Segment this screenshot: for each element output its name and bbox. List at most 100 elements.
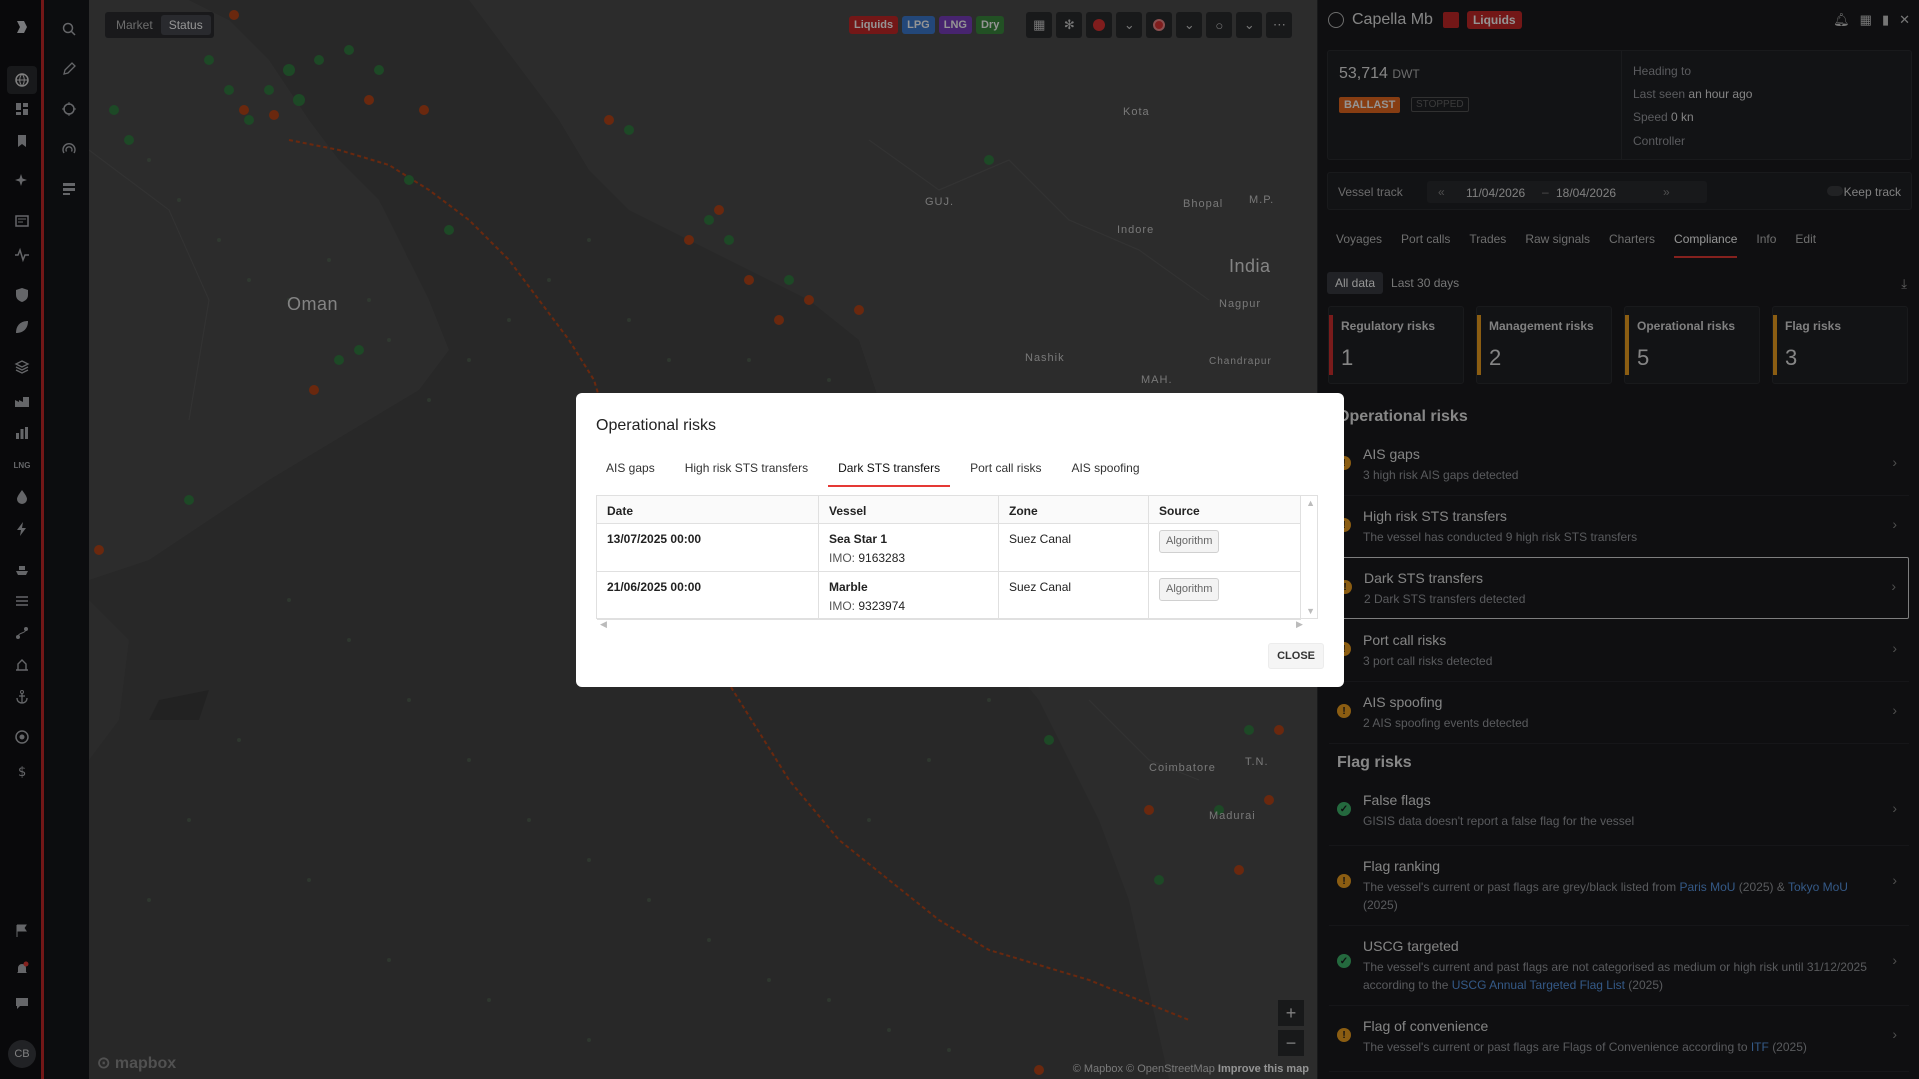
- risk-card-regulatory[interactable]: Regulatory risks 1: [1328, 306, 1464, 384]
- date-range-field[interactable]: [1427, 181, 1707, 203]
- circle-icon[interactable]: ○: [1206, 12, 1233, 38]
- improve-map-link[interactable]: Improve this map: [1217, 1063, 1309, 1075]
- col-header-zone[interactable]: Zone: [999, 496, 1149, 524]
- col-header-vessel[interactable]: Vessel: [819, 496, 999, 524]
- keep-track-toggle[interactable]: [1827, 186, 1843, 196]
- next-week-icon[interactable]: »: [1663, 185, 1670, 199]
- modal-tab-port-call-risks[interactable]: Port call risks: [970, 461, 1042, 475]
- zoom-out-button[interactable]: −: [1278, 1030, 1304, 1056]
- col-header-date[interactable]: Date: [597, 496, 819, 524]
- globe-icon[interactable]: [7, 66, 37, 94]
- download-icon[interactable]: ⤓: [1901, 276, 1907, 291]
- risk-row-dark-sts[interactable]: ! Dark STS transfers 2 Dark STS transfers …: [1329, 557, 1909, 619]
- bell-icon[interactable]: 🔔︎: [1833, 12, 1850, 27]
- modal-tab-dark-sts[interactable]: Dark STS transfers: [828, 461, 951, 487]
- chevron-down-icon[interactable]: ⌄: [1116, 12, 1143, 38]
- uscg-list-link[interactable]: USCG Annual Targeted Flag List: [1451, 978, 1625, 992]
- list-icon[interactable]: [11, 592, 33, 610]
- risk-filter-icon[interactable]: [1086, 12, 1113, 38]
- route-icon[interactable]: [11, 624, 33, 642]
- alert-filter-icon[interactable]: [1146, 12, 1173, 38]
- modal-tab-high-risk-sts[interactable]: High risk STS transfers: [684, 461, 809, 475]
- chat-icon[interactable]: [11, 994, 33, 1012]
- close-icon[interactable]: ✕: [1899, 12, 1910, 27]
- range-all-data[interactable]: All data: [1327, 272, 1384, 294]
- table-cell-vessel[interactable]: Marble IMO: 9323974: [819, 572, 999, 620]
- range-last-30-days[interactable]: Last 30 days: [1391, 276, 1460, 290]
- scroll-up-icon[interactable]: ▲: [1306, 498, 1315, 508]
- chevron-down-icon[interactable]: ⌄: [1236, 12, 1263, 38]
- bar-chart-icon[interactable]: [11, 424, 33, 442]
- bookmark-icon[interactable]: [11, 132, 33, 150]
- stack-icon[interactable]: [58, 180, 80, 198]
- scroll-down-icon[interactable]: ▼: [1306, 606, 1315, 616]
- tab-compliance[interactable]: Compliance: [1674, 232, 1738, 258]
- ship-icon[interactable]: [11, 560, 33, 578]
- layers-icon[interactable]: [11, 358, 33, 376]
- risk-row-ais-spoofing[interactable]: ! AIS spoofing 2 AIS spoofing events detec…: [1329, 682, 1909, 744]
- tab-voyages[interactable]: Voyages: [1336, 232, 1383, 246]
- risk-card-operational[interactable]: Operational risks 5: [1624, 306, 1760, 384]
- market-toggle[interactable]: Market: [116, 18, 153, 32]
- edit-icon[interactable]: [58, 60, 80, 78]
- flag-row-false-flags[interactable]: ✓ False flags GISIS data doesn't report a …: [1329, 780, 1909, 846]
- grid-icon[interactable]: ▦: [1859, 12, 1872, 27]
- search-icon[interactable]: [58, 20, 80, 38]
- dashboard-icon[interactable]: [11, 100, 33, 118]
- app-logo-icon[interactable]: [11, 18, 33, 36]
- scroll-right-icon[interactable]: ▶: [1296, 619, 1303, 629]
- port-icon[interactable]: [11, 656, 33, 674]
- tab-info[interactable]: Info: [1756, 232, 1777, 246]
- sparkle-icon[interactable]: [11, 172, 33, 190]
- tab-edit[interactable]: Edit: [1795, 232, 1817, 246]
- more-icon[interactable]: ⋯: [1266, 12, 1293, 38]
- flag-icon[interactable]: [11, 922, 33, 940]
- zoom-in-button[interactable]: +: [1278, 1000, 1304, 1026]
- crosshair-icon[interactable]: [58, 100, 80, 118]
- modal-tab-ais-spoofing[interactable]: AIS spoofing: [1071, 461, 1140, 475]
- tab-raw-signals[interactable]: Raw signals: [1525, 232, 1591, 246]
- target-icon[interactable]: [11, 728, 33, 746]
- anchor-icon[interactable]: [11, 688, 33, 706]
- risk-row-ais-gaps[interactable]: ! AIS gaps 3 high risk AIS gaps detected ›: [1329, 434, 1909, 496]
- paris-mou-link[interactable]: Paris MoU: [1679, 880, 1736, 894]
- tab-charters[interactable]: Charters: [1609, 232, 1656, 246]
- notification-bell-icon[interactable]: [11, 960, 33, 978]
- vessel-name[interactable]: Marble: [829, 580, 868, 594]
- lightning-icon[interactable]: [11, 520, 33, 538]
- chip-lpg[interactable]: LPG: [902, 16, 935, 34]
- chip-lng[interactable]: LNG: [938, 16, 972, 34]
- snowflake-icon[interactable]: ✻: [1056, 12, 1083, 38]
- flag-row-flag-ranking[interactable]: ! Flag ranking The vessel's current or pas…: [1329, 846, 1909, 926]
- dollar-icon[interactable]: $: [11, 762, 33, 780]
- track-from-date[interactable]: 11/04/2026: [1466, 186, 1526, 200]
- risk-row-port-call[interactable]: ! Port call risks 3 port call risks detect…: [1329, 620, 1909, 682]
- risk-card-management[interactable]: Management risks 2: [1476, 306, 1612, 384]
- activity-icon[interactable]: [11, 246, 33, 264]
- radar-icon[interactable]: [58, 140, 80, 158]
- news-icon[interactable]: [11, 212, 33, 230]
- prev-week-icon[interactable]: «: [1438, 185, 1445, 199]
- close-button[interactable]: CLOSE: [1268, 643, 1324, 669]
- lng-icon[interactable]: LNG: [13, 460, 31, 470]
- chip-liquids[interactable]: Liquids: [849, 16, 899, 34]
- chip-dry[interactable]: Dry: [975, 16, 1005, 34]
- tab-port-calls[interactable]: Port calls: [1401, 232, 1451, 246]
- drop-icon[interactable]: [11, 488, 33, 506]
- grid-icon[interactable]: ▦: [1026, 12, 1053, 38]
- flag-row-uscg-targeted[interactable]: ✓ USCG targeted The vessel's current and p…: [1329, 926, 1909, 1006]
- leaf-icon[interactable]: [11, 318, 33, 336]
- status-toggle[interactable]: Status: [160, 15, 211, 35]
- scroll-left-icon[interactable]: ◀: [600, 619, 607, 629]
- track-to-date[interactable]: 18/04/2026: [1556, 186, 1617, 200]
- user-avatar[interactable]: CB: [8, 1040, 36, 1068]
- col-header-source[interactable]: Source: [1149, 496, 1301, 524]
- flag-row-flag-of-convenience[interactable]: ! Flag of convenience The vessel's current…: [1329, 1006, 1909, 1072]
- vessel-name[interactable]: Sea Star 1: [829, 532, 888, 546]
- itf-link[interactable]: ITF: [1750, 1040, 1769, 1054]
- tab-trades[interactable]: Trades: [1469, 232, 1507, 246]
- factory-icon[interactable]: [11, 392, 33, 410]
- bookmark-icon[interactable]: ▮: [1881, 12, 1890, 27]
- chevron-down-icon[interactable]: ⌄: [1176, 12, 1203, 38]
- table-cell-vessel[interactable]: Sea Star 1 IMO: 9163283: [819, 524, 999, 572]
